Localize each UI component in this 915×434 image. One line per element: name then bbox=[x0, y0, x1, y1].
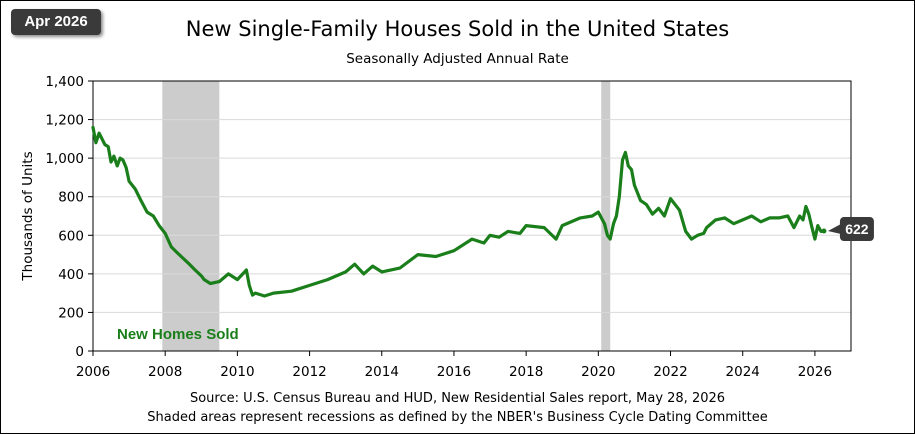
recession-band bbox=[601, 81, 611, 351]
series-line bbox=[91, 125, 826, 298]
x-tick-label: 2018 bbox=[509, 364, 543, 380]
x-tick-label: 2026 bbox=[798, 364, 832, 380]
x-tick-label: 2020 bbox=[581, 364, 615, 380]
chart-subtitle: Seasonally Adjusted Annual Rate bbox=[346, 51, 569, 67]
x-tick-label: 2008 bbox=[148, 364, 182, 380]
gridline-layer bbox=[93, 119, 851, 313]
y-axis: 0 200 400 600 800 1,000 1,200 1,400 bbox=[45, 74, 93, 360]
x-tick-label: 2022 bbox=[653, 364, 687, 380]
recession-note: Shaded areas represent recessions as def… bbox=[147, 410, 768, 425]
y-axis-label: Thousands of Units bbox=[20, 151, 36, 281]
callout-box bbox=[839, 217, 874, 242]
y-tick-label: 1,400 bbox=[45, 74, 84, 90]
y-tick-label: 0 bbox=[75, 344, 84, 360]
series-annotation: New Homes Sold bbox=[117, 326, 239, 343]
y-tick-label: 800 bbox=[58, 190, 84, 206]
chart-title: New Single-Family Houses Sold in the Uni… bbox=[185, 17, 730, 41]
x-tick-label: 2016 bbox=[437, 364, 471, 380]
source-note: Source: U.S. Census Bureau and HUD, New … bbox=[1, 389, 914, 427]
x-tick-label: 2012 bbox=[292, 364, 326, 380]
plot-area bbox=[92, 80, 852, 352]
y-tick-label: 600 bbox=[58, 228, 84, 244]
last-value-callout: 622 bbox=[827, 217, 874, 242]
recession-band bbox=[162, 81, 220, 351]
y-tick-label: 400 bbox=[58, 267, 84, 283]
x-axis: 2006 2008 2010 2012 2014 2016 2018 2020 2022 2024… bbox=[76, 351, 832, 380]
series-layer bbox=[91, 125, 827, 298]
recession-shading-layer bbox=[162, 81, 611, 351]
callout-pointer bbox=[827, 224, 841, 235]
y-tick-label: 1,200 bbox=[45, 113, 84, 129]
line-chart: 0 200 400 600 800 1,000 1,200 1,400 2006 2008 201… bbox=[20, 74, 874, 380]
y-tick-label: 1,000 bbox=[45, 151, 84, 167]
x-tick-label: 2024 bbox=[726, 364, 760, 380]
x-tick-label: 2010 bbox=[220, 364, 254, 380]
y-tick-label: 200 bbox=[58, 305, 84, 321]
x-tick-label: 2014 bbox=[365, 364, 399, 380]
x-tick-label: 2006 bbox=[76, 364, 110, 380]
last-point bbox=[821, 228, 827, 234]
date-badge: Apr 2026 bbox=[11, 9, 101, 35]
last-value-label: 622 bbox=[845, 221, 869, 237]
source-line: Source: U.S. Census Bureau and HUD, New … bbox=[189, 391, 726, 406]
